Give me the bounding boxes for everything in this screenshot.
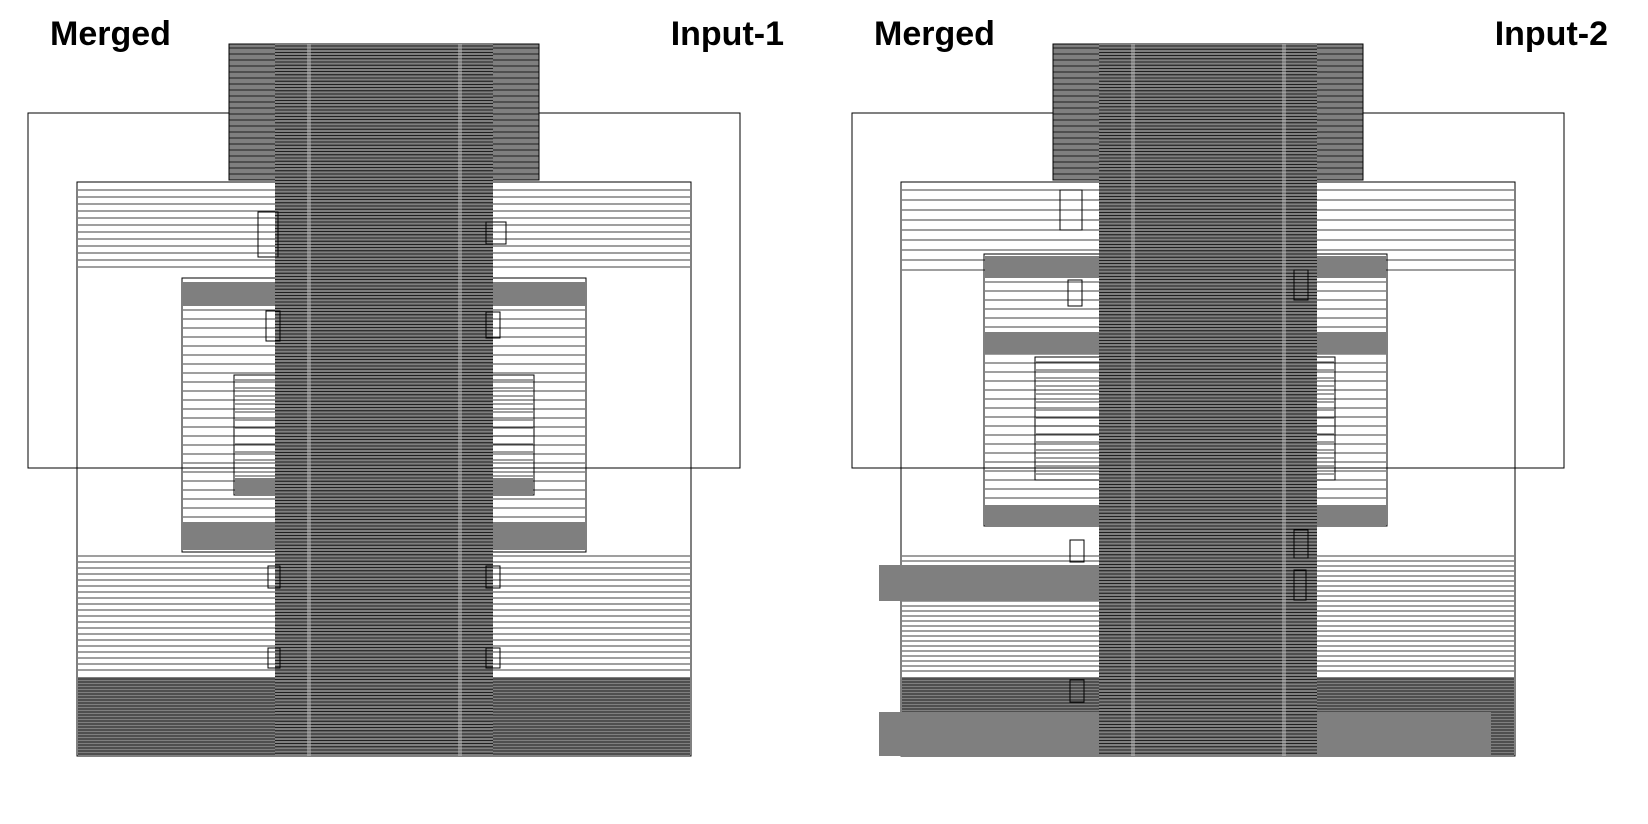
tanglegram-diagram-input-2: [851, 43, 1565, 757]
tanglegram-panel-input-2: Merged Input-2: [824, 0, 1648, 824]
tanglegram-panel-input-1: Merged Input-1: [27, 15, 784, 757]
central-leaf-lines: [1099, 45, 1317, 754]
central-dense-column: [1099, 44, 1317, 756]
central-dense-column: [275, 44, 493, 756]
subcluster-bracket-5: [485, 311, 501, 339]
subcluster-bracket-7: [485, 647, 501, 669]
subcluster-bracket-0: [1059, 189, 1083, 231]
left-dense-band: [879, 565, 1129, 601]
subcluster-bracket-2: [1069, 539, 1085, 563]
merged-label: Merged: [50, 15, 171, 53]
subcluster-bracket-4: [1293, 269, 1309, 301]
subcluster-bracket-6: [485, 565, 501, 589]
subcluster-bracket-1: [265, 310, 281, 342]
subcluster-bracket-6: [1293, 569, 1307, 601]
merged-label: Merged: [874, 15, 995, 53]
input-1-label: Input-1: [670, 15, 784, 53]
subcluster-bracket-3: [1069, 679, 1085, 703]
tanglegram-diagram-input-1: [27, 43, 741, 757]
subcluster-bracket-4: [485, 221, 507, 245]
subcluster-bracket-0: [257, 211, 279, 258]
central-leaf-lines: [275, 45, 493, 754]
subcluster-bracket-3: [267, 647, 281, 669]
subcluster-bracket-1: [1067, 279, 1083, 307]
subcluster-bracket-2: [267, 565, 281, 589]
input-2-label: Input-2: [1494, 15, 1608, 53]
subcluster-bracket-5: [1293, 529, 1309, 559]
